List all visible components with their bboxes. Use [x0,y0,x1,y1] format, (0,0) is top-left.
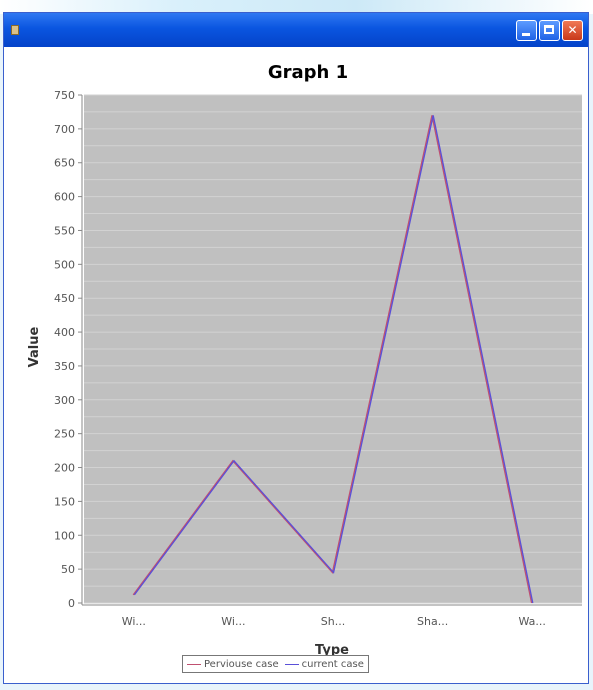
y-tick-label: 650 [54,157,75,170]
y-tick-label: 700 [54,123,75,136]
chart-title: Graph 1 [268,62,348,83]
y-tick-label: 600 [54,191,75,204]
legend-label: current case [301,658,364,670]
minimize-button[interactable] [516,20,537,41]
series-line-2 [133,115,534,604]
y-tick-label: 100 [54,529,75,542]
y-tick-label: 400 [54,326,75,339]
legend-item: Perviouse case [187,659,279,670]
desktop-background [0,0,593,14]
y-tick-label: 150 [54,495,75,508]
y-tick-label: 300 [54,394,75,407]
x-tick-label: Wi... [122,615,146,628]
maximize-button[interactable] [539,20,560,41]
legend-swatch [284,663,299,665]
y-tick-label: 0 [68,597,75,610]
x-tick-label: Wa... [518,615,545,628]
y-tick-label: 750 [54,89,75,102]
close-button[interactable]: ✕ [562,20,583,41]
title-bar[interactable]: ✕ [4,13,588,47]
x-tick-label: Wi... [221,615,245,628]
chart-window: ✕ Graph 1 0 50 100 150 200 250 300 350 400 450 500… [3,12,589,684]
series-line-1 [132,115,533,604]
legend-item: current case [284,658,364,670]
plot-area: 0 50 100 150 200 250 300 350 400 450 500 550 600 650 7… [54,89,582,628]
line-chart: Graph 1 0 50 100 150 200 250 300 350 400 450 500 55… [27,62,582,658]
legend-swatch [187,663,201,665]
y-tick-label: 50 [61,563,75,576]
y-tick-label: 450 [54,292,75,305]
legend-label: Perviouse case [204,658,279,670]
x-axis-title: Type [315,643,349,658]
y-tick-label: 550 [54,224,75,237]
y-tick-label: 350 [54,360,75,373]
chart-legend: Perviouse case current case [182,655,369,673]
app-icon[interactable] [11,25,19,35]
x-tick-label: Sha... [417,615,448,628]
y-tick-label: 200 [54,462,75,475]
y-axis-title: Value [27,326,42,367]
x-tick-label: Sh... [321,615,345,628]
y-tick-label: 500 [54,258,75,271]
y-tick-label: 250 [54,428,75,441]
